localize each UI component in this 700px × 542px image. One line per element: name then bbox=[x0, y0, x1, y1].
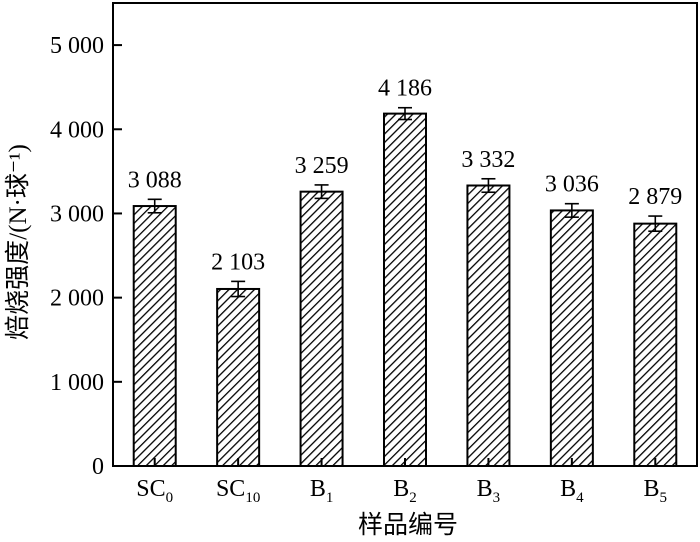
data-label: 3 036 bbox=[545, 172, 599, 198]
x-tick-label: SC0 bbox=[136, 476, 173, 506]
bar bbox=[299, 190, 344, 467]
bar bbox=[132, 205, 177, 467]
y-tick-label: 0 bbox=[92, 454, 104, 480]
x-tick-label: B5 bbox=[644, 476, 668, 506]
y-tick-label: 1 000 bbox=[50, 370, 104, 396]
bar bbox=[633, 222, 678, 467]
bar bbox=[549, 209, 594, 467]
x-tick-label: SC10 bbox=[216, 476, 260, 506]
data-label: 3 332 bbox=[461, 147, 515, 173]
data-label: 3 259 bbox=[295, 153, 349, 179]
data-label: 2 103 bbox=[211, 249, 265, 275]
x-axis-label: 样品编号 bbox=[358, 511, 458, 539]
y-tick-label: 2 000 bbox=[50, 286, 104, 312]
y-tick-label: 4 000 bbox=[50, 117, 104, 143]
x-tick-label: B4 bbox=[560, 476, 584, 506]
y-tick-label: 5 000 bbox=[50, 33, 104, 59]
bar bbox=[216, 287, 261, 467]
data-label: 4 186 bbox=[378, 76, 432, 102]
x-tick-label: B3 bbox=[477, 476, 501, 506]
bar bbox=[466, 184, 511, 467]
data-label: 3 088 bbox=[128, 167, 182, 193]
x-tick-label: B2 bbox=[393, 476, 417, 506]
y-axis-label: 焙烧强度/(N·球⁻¹) bbox=[4, 144, 32, 340]
y-tick-label: 3 000 bbox=[50, 201, 104, 227]
bar bbox=[383, 112, 427, 468]
x-tick-label: B1 bbox=[310, 476, 334, 506]
data-label: 2 879 bbox=[628, 184, 682, 210]
